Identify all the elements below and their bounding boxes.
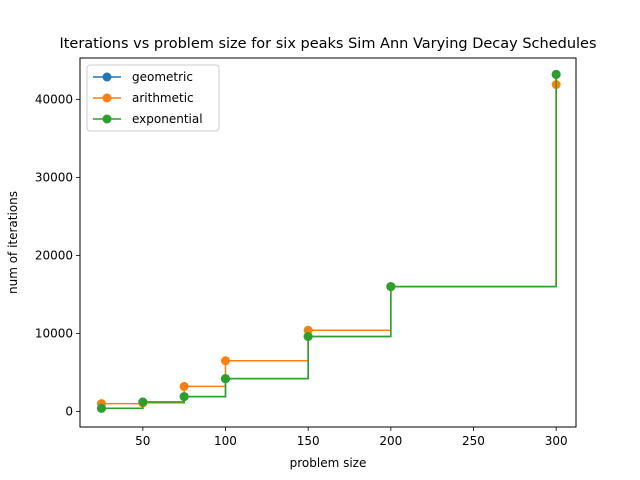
legend-item-geometric: geometric [93, 70, 193, 84]
y-tick-label: 20000 [35, 248, 73, 262]
data-point-exponential [551, 69, 561, 79]
x-tick-label: 200 [379, 434, 402, 448]
y-tick-label: 30000 [35, 170, 73, 184]
y-axis-label: num of iterations [6, 191, 20, 294]
x-axis-label: problem size [290, 456, 367, 470]
series-line-arithmetic [101, 84, 557, 405]
data-point-exponential [179, 392, 189, 402]
legend-marker [102, 72, 112, 82]
x-tick-label: 100 [214, 434, 237, 448]
legend-marker [102, 93, 112, 103]
data-point-exponential [386, 282, 396, 292]
legend-marker [102, 114, 112, 124]
y-tick-label: 40000 [35, 92, 73, 106]
x-tick-label: 250 [462, 434, 485, 448]
y-tick-label: 10000 [35, 326, 73, 340]
y-tick-label: 0 [65, 404, 73, 418]
legend-label: arithmetic [132, 91, 194, 105]
x-tick-label: 300 [545, 434, 568, 448]
legend-item-exponential: exponential [93, 112, 203, 126]
data-point-exponential [138, 397, 148, 407]
chart-title: Iterations vs problem size for six peaks… [59, 36, 596, 52]
legend: geometric arithmetic exponential [86, 64, 220, 132]
data-point-arithmetic [179, 381, 189, 391]
legend-label: geometric [132, 70, 193, 84]
data-point-exponential [220, 374, 230, 384]
axes-frame [79, 57, 577, 428]
axis-ticks: 50 100 150 200 250 300 0 10000 20000 30000 40000 [35, 92, 568, 448]
legend-item-arithmetic: arithmetic [93, 91, 194, 105]
data-point-exponential [303, 332, 313, 342]
legend-label: exponential [132, 112, 203, 126]
plot-area [96, 69, 561, 413]
x-tick-label: 50 [135, 434, 150, 448]
data-point-arithmetic [303, 325, 313, 335]
data-point-arithmetic [220, 356, 230, 366]
data-point-exponential [96, 403, 106, 413]
legend-frame [86, 64, 220, 132]
x-tick-label: 150 [297, 434, 320, 448]
series-exponential [96, 69, 561, 413]
